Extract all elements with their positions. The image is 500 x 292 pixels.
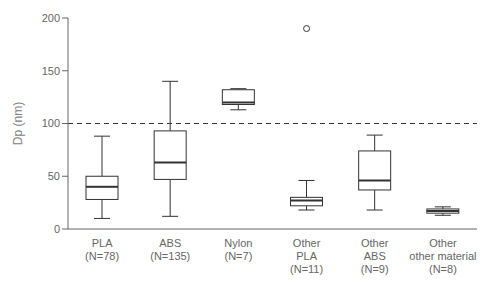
svg-text:0: 0 [54, 223, 60, 235]
svg-text:ABS(N=135): ABS(N=135) [150, 237, 190, 262]
svg-text:Otherother material(N=8): Otherother material(N=8) [409, 237, 476, 275]
svg-text:50: 50 [48, 170, 60, 182]
svg-text:150: 150 [42, 65, 60, 77]
svg-text:PLA(N=78): PLA(N=78) [85, 237, 119, 262]
svg-text:OtherABS(N=9): OtherABS(N=9) [361, 237, 389, 275]
svg-text:100: 100 [42, 117, 60, 129]
svg-text:Dp (nm): Dp (nm) [11, 102, 25, 145]
svg-text:OtherPLA(N=11): OtherPLA(N=11) [290, 237, 323, 275]
svg-text:200: 200 [42, 12, 60, 24]
svg-text:Nylon(N=7): Nylon(N=7) [224, 237, 252, 262]
